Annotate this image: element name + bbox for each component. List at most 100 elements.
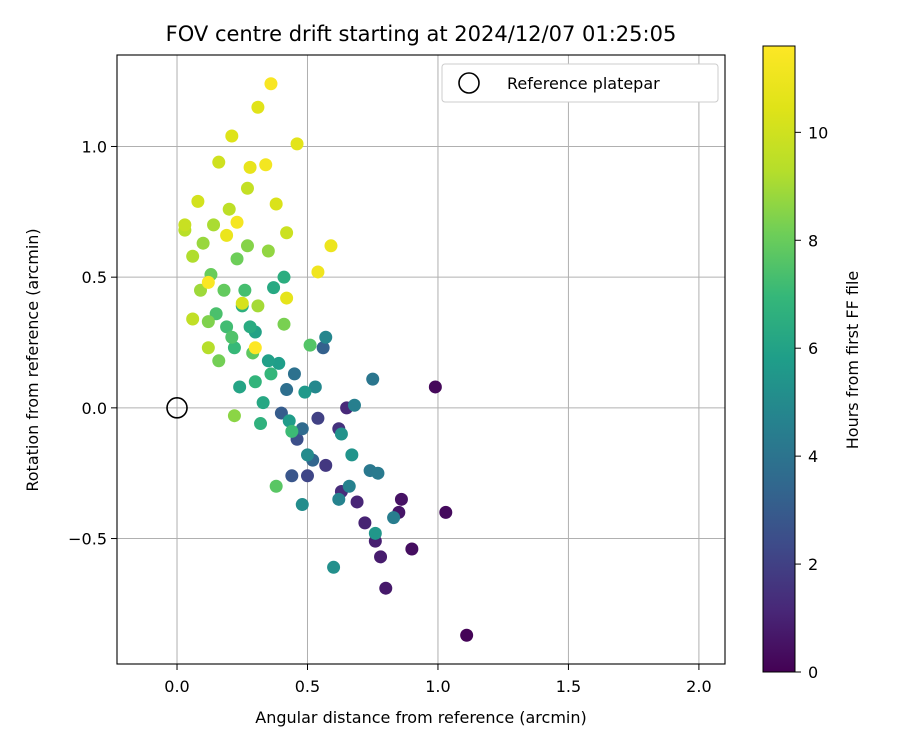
data-point bbox=[264, 367, 278, 381]
data-point bbox=[225, 330, 239, 344]
x-tick-label: 0.5 bbox=[295, 677, 320, 696]
data-point bbox=[282, 414, 296, 428]
data-point bbox=[230, 215, 244, 229]
y-axis-ticks: −0.5 0.0 0.5 1.0 bbox=[68, 137, 117, 549]
colorbar-tick-label: 0 bbox=[808, 663, 818, 682]
data-point bbox=[277, 270, 291, 284]
colorbar-tick-label: 2 bbox=[808, 555, 818, 574]
data-point bbox=[319, 330, 333, 344]
data-point bbox=[387, 511, 401, 525]
data-point bbox=[379, 581, 393, 595]
data-point bbox=[345, 448, 359, 462]
colorbar-gradient bbox=[762, 45, 796, 673]
data-point bbox=[261, 354, 275, 368]
plot-frame bbox=[116, 54, 726, 665]
data-point bbox=[178, 218, 192, 232]
data-point bbox=[191, 194, 205, 208]
data-point bbox=[261, 244, 275, 258]
reference-platepar-marker bbox=[166, 397, 188, 419]
chart-title: FOV centre drift starting at 2024/12/07 … bbox=[166, 22, 677, 46]
data-point bbox=[285, 424, 299, 438]
data-point bbox=[240, 181, 254, 195]
data-point bbox=[240, 239, 254, 253]
colorbar-tick-label: 6 bbox=[808, 339, 818, 358]
data-point bbox=[405, 542, 419, 556]
colorbar: 0 2 4 6 8 10 Hours from first FF file bbox=[762, 45, 862, 682]
data-point bbox=[290, 137, 304, 151]
data-point bbox=[227, 341, 241, 355]
data-point bbox=[207, 218, 221, 232]
x-tick-label: 1.0 bbox=[425, 677, 450, 696]
data-point bbox=[327, 560, 341, 574]
y-tick-label: 0.5 bbox=[82, 268, 107, 287]
y-tick-label: 0.0 bbox=[82, 399, 107, 418]
data-point bbox=[285, 469, 299, 483]
colorbar-tick-label: 8 bbox=[808, 231, 818, 250]
data-point bbox=[201, 275, 215, 289]
data-point bbox=[298, 385, 312, 399]
data-point bbox=[222, 202, 236, 216]
data-point bbox=[428, 380, 442, 394]
data-point bbox=[334, 427, 348, 441]
data-point bbox=[259, 158, 273, 172]
data-point bbox=[220, 320, 234, 334]
data-point bbox=[311, 265, 325, 279]
data-point bbox=[287, 367, 301, 381]
data-point bbox=[233, 380, 247, 394]
colorbar-ticks: 0 2 4 6 8 10 bbox=[795, 123, 828, 682]
data-point bbox=[201, 341, 215, 355]
data-point bbox=[342, 479, 356, 493]
data-point bbox=[196, 236, 210, 250]
data-point bbox=[235, 296, 249, 310]
data-point bbox=[220, 228, 234, 242]
data-point bbox=[225, 129, 239, 143]
x-axis-ticks: 0.0 0.5 1.0 1.5 2.0 bbox=[164, 664, 712, 696]
data-point bbox=[264, 77, 278, 91]
data-point bbox=[251, 299, 265, 313]
data-point bbox=[311, 411, 325, 425]
data-point bbox=[201, 315, 215, 329]
data-point bbox=[280, 383, 294, 397]
data-point bbox=[308, 380, 322, 394]
data-point bbox=[280, 226, 294, 240]
data-point bbox=[227, 409, 241, 423]
colorbar-tick-label: 10 bbox=[808, 123, 828, 142]
data-point bbox=[300, 469, 314, 483]
data-point bbox=[316, 341, 330, 355]
x-tick-label: 2.0 bbox=[686, 677, 711, 696]
data-point bbox=[269, 197, 283, 211]
data-point bbox=[256, 396, 270, 410]
data-point bbox=[332, 492, 346, 506]
data-point bbox=[269, 479, 283, 493]
x-tick-label: 1.5 bbox=[556, 677, 581, 696]
colorbar-tick-label: 4 bbox=[808, 447, 818, 466]
x-tick-label: 0.0 bbox=[164, 677, 189, 696]
data-point bbox=[319, 458, 333, 472]
data-point bbox=[251, 100, 265, 114]
legend: Reference platepar bbox=[441, 63, 719, 103]
data-point bbox=[277, 317, 291, 331]
data-points bbox=[178, 77, 474, 642]
data-point bbox=[243, 160, 257, 174]
y-tick-label: 1.0 bbox=[82, 137, 107, 156]
data-point bbox=[186, 312, 200, 326]
data-point bbox=[350, 495, 364, 509]
data-point bbox=[280, 291, 294, 305]
data-point bbox=[230, 252, 244, 266]
data-point bbox=[238, 283, 252, 297]
data-point bbox=[439, 505, 453, 519]
data-point bbox=[371, 466, 385, 480]
data-point bbox=[217, 283, 231, 297]
legend-marker-icon bbox=[458, 72, 480, 94]
data-point bbox=[248, 341, 262, 355]
legend-entry-reference-platepar: Reference platepar bbox=[507, 74, 660, 93]
legend-box bbox=[441, 63, 719, 103]
data-point bbox=[267, 281, 281, 295]
data-point bbox=[394, 492, 408, 506]
grid bbox=[117, 55, 725, 664]
data-point bbox=[272, 356, 286, 370]
x-axis-label: Angular distance from reference (arcmin) bbox=[255, 708, 586, 727]
data-point bbox=[324, 239, 338, 253]
